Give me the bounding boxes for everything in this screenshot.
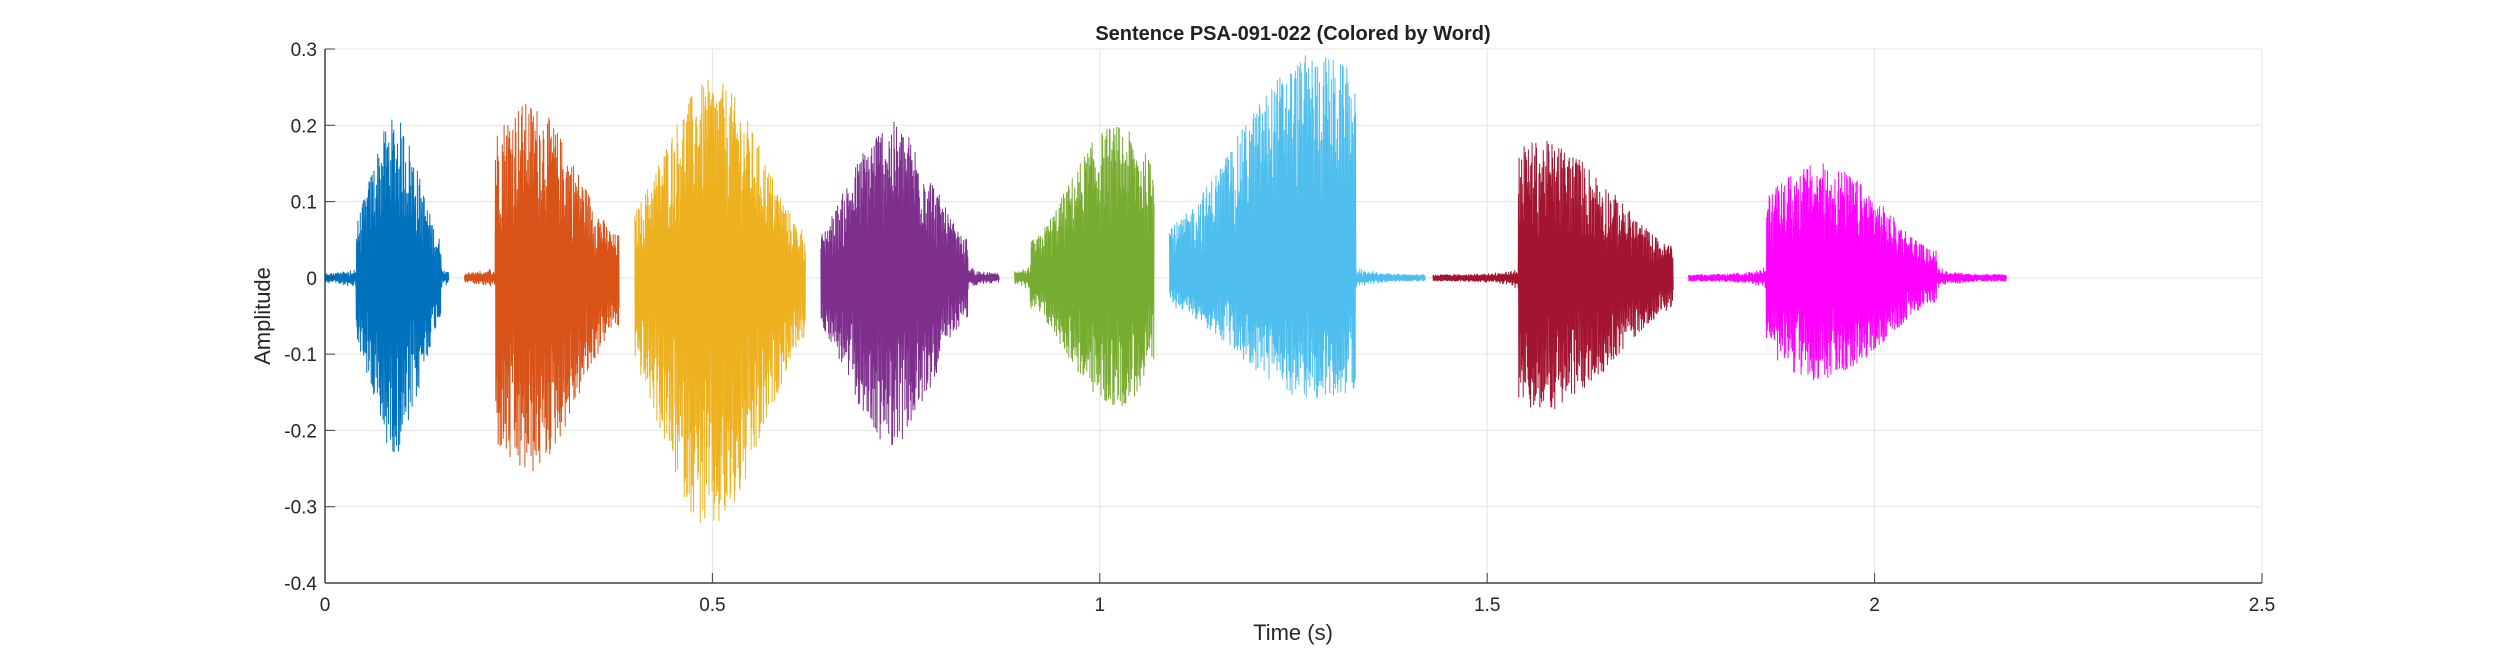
y-tick-label: 0.2 [291, 116, 317, 137]
y-tick-label: 0.3 [291, 40, 317, 61]
x-tick-label: 1.5 [1474, 595, 1500, 616]
y-tick-label: -0.1 [284, 345, 317, 366]
word-waveform-7 [1432, 140, 1674, 409]
x-tick-label: 0.5 [699, 595, 725, 616]
x-tick-labels: 0 0.5 1 1.5 2 2.5 [320, 595, 2276, 616]
x-tick-label: 1 [1095, 595, 1106, 616]
x-tick-label: 2.5 [2249, 595, 2275, 616]
waveform-series [324, 55, 2007, 523]
axes [324, 48, 2263, 584]
word-waveform-8 [1688, 163, 2007, 381]
chart-title: Sentence PSA-091-022 (Colored by Word) [1095, 23, 1490, 45]
y-tick-labels: -0.4 -0.3 -0.2 -0.1 0 0.1 0.2 0.3 [284, 40, 317, 595]
word-waveform-1 [324, 119, 450, 453]
word-waveform-6 [1169, 55, 1426, 399]
word-waveform-2 [464, 103, 620, 472]
y-axis-label: Amplitude [250, 267, 275, 365]
word-waveform-5 [1014, 126, 1155, 407]
y-tick-label: -0.4 [284, 574, 317, 595]
y-tick-label: -0.3 [284, 498, 317, 519]
x-axis-label: Time (s) [1253, 620, 1333, 645]
word-waveform-4 [820, 121, 1000, 446]
word-waveform-3 [634, 79, 806, 523]
y-tick-label: 0 [306, 269, 317, 290]
y-tick-label: -0.2 [284, 421, 317, 442]
x-tick-label: 2 [1869, 595, 1880, 616]
x-tick-label: 0 [320, 595, 331, 616]
y-tick-label: 0.1 [291, 193, 317, 214]
